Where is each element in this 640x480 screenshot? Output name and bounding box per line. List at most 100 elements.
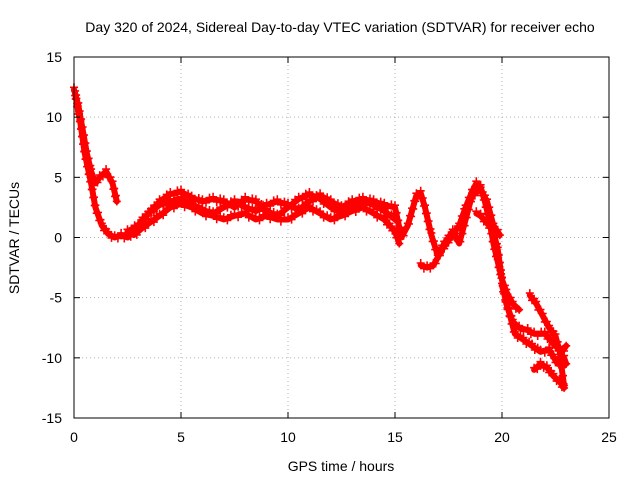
data-point bbox=[85, 169, 94, 178]
data-point bbox=[305, 201, 314, 210]
data-point bbox=[391, 225, 399, 234]
data-point bbox=[78, 132, 87, 140]
data-point bbox=[409, 204, 418, 213]
data-point bbox=[435, 251, 444, 260]
data-point bbox=[312, 191, 321, 200]
data-point bbox=[273, 213, 282, 222]
grid-lines bbox=[74, 57, 609, 418]
data-point bbox=[545, 343, 554, 352]
data-point bbox=[493, 243, 502, 252]
data-point bbox=[108, 177, 117, 186]
data-point bbox=[411, 197, 420, 206]
data-point bbox=[301, 189, 310, 198]
data-point bbox=[472, 177, 481, 186]
data-point bbox=[412, 189, 421, 198]
data-point bbox=[73, 101, 82, 110]
series-track-4 bbox=[129, 197, 404, 248]
data-point bbox=[257, 200, 266, 208]
data-point bbox=[117, 228, 126, 237]
y-tick-label: -10 bbox=[42, 350, 62, 366]
data-point bbox=[223, 216, 232, 225]
data-point bbox=[159, 197, 168, 206]
data-point bbox=[216, 212, 225, 220]
data-point bbox=[93, 178, 102, 187]
data-point bbox=[557, 363, 566, 372]
data-point bbox=[463, 201, 472, 210]
data-point bbox=[251, 195, 260, 204]
data-point bbox=[71, 86, 80, 95]
x-axis-label: GPS time / hours bbox=[288, 458, 395, 474]
data-point bbox=[90, 193, 98, 202]
data-point bbox=[542, 361, 551, 370]
data-point bbox=[219, 195, 228, 204]
data-point bbox=[383, 212, 392, 220]
data-point bbox=[380, 204, 389, 213]
data-point bbox=[427, 228, 436, 237]
data-point bbox=[483, 216, 491, 225]
data-point bbox=[255, 216, 264, 225]
data-point bbox=[316, 207, 325, 216]
data-point bbox=[149, 218, 158, 227]
data-point bbox=[341, 212, 350, 221]
data-point bbox=[506, 311, 515, 320]
data-point bbox=[542, 317, 551, 326]
x-tick-label: 10 bbox=[280, 429, 296, 445]
data-point bbox=[495, 258, 504, 267]
data-point bbox=[102, 165, 111, 174]
x-tick-label: 15 bbox=[387, 429, 403, 445]
data-point bbox=[431, 259, 440, 268]
data-point bbox=[305, 188, 314, 196]
data-point bbox=[538, 309, 547, 318]
data-point bbox=[472, 207, 481, 216]
data-point bbox=[169, 191, 178, 200]
data-point bbox=[248, 203, 257, 212]
data-point bbox=[287, 202, 296, 211]
data-point bbox=[393, 233, 402, 242]
data-point bbox=[269, 212, 278, 220]
data-point bbox=[230, 209, 239, 218]
data-point bbox=[549, 350, 558, 359]
data-point bbox=[177, 197, 185, 206]
data-point bbox=[515, 321, 524, 330]
data-point bbox=[540, 348, 549, 357]
data-point bbox=[440, 244, 449, 253]
data-point bbox=[519, 333, 528, 342]
data-point bbox=[88, 185, 97, 194]
data-point bbox=[155, 209, 164, 218]
data-point bbox=[426, 224, 435, 233]
data-point bbox=[111, 191, 120, 200]
data-point bbox=[152, 202, 161, 211]
data-point bbox=[159, 211, 168, 220]
data-point bbox=[230, 201, 239, 210]
axis-tick-labels: 0 5 10 15 20 25 -15 -10 -5 0 5 10 15 bbox=[42, 49, 617, 445]
x-tick-label: 20 bbox=[494, 429, 510, 445]
data-point bbox=[551, 330, 560, 338]
data-point bbox=[330, 216, 339, 225]
data-point bbox=[110, 184, 119, 193]
data-point bbox=[319, 200, 328, 208]
x-tick-label: 5 bbox=[177, 429, 185, 445]
data-point bbox=[380, 213, 389, 222]
data-point bbox=[404, 219, 413, 228]
data-point bbox=[459, 212, 468, 221]
data-point bbox=[466, 193, 475, 202]
data-point bbox=[273, 195, 282, 204]
data-point bbox=[476, 180, 485, 189]
data-point bbox=[549, 369, 558, 378]
data-point bbox=[212, 198, 221, 206]
data-point bbox=[169, 204, 178, 213]
data-point bbox=[494, 250, 503, 259]
data-point bbox=[422, 209, 431, 218]
data-point bbox=[391, 215, 399, 224]
data-point bbox=[540, 327, 549, 336]
data-point bbox=[387, 210, 396, 219]
data-point bbox=[96, 215, 105, 224]
data-point bbox=[147, 208, 156, 217]
data-point bbox=[173, 198, 182, 207]
data-point bbox=[508, 319, 517, 328]
data-point bbox=[492, 239, 501, 248]
data-point bbox=[458, 229, 467, 238]
data-point bbox=[369, 207, 378, 216]
data-point bbox=[429, 237, 438, 246]
